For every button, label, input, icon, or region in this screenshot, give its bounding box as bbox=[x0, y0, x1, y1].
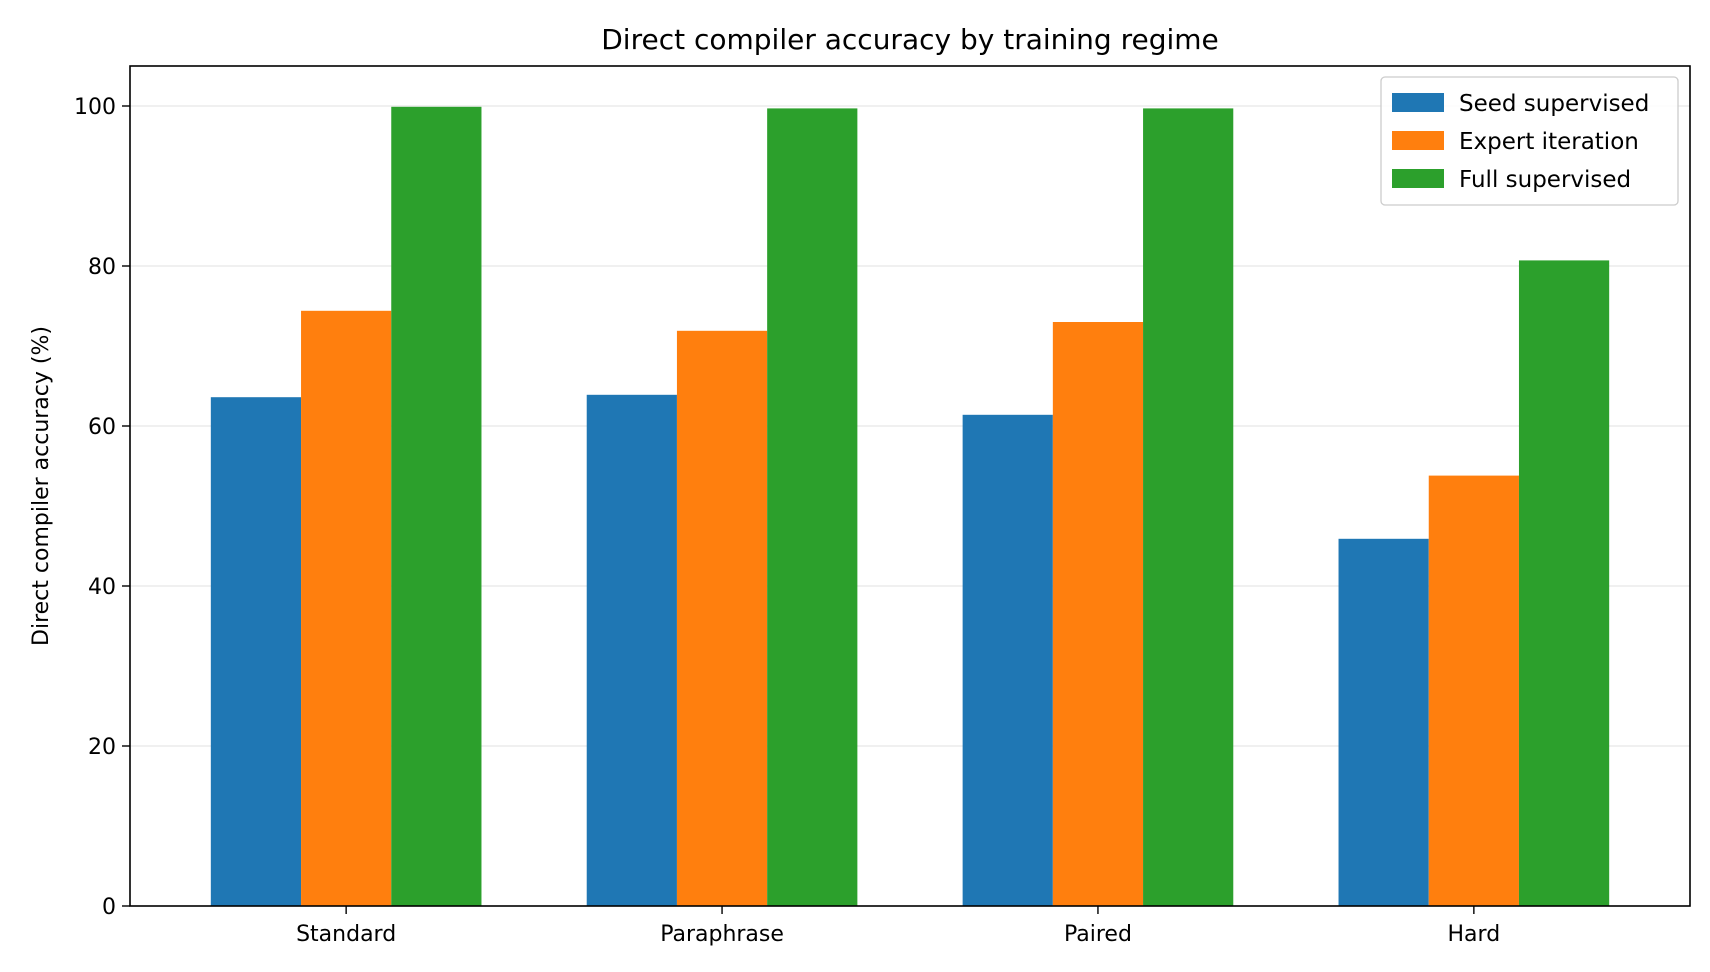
y-axis-label: Direct compiler accuracy (%) bbox=[29, 326, 54, 646]
bars bbox=[210, 106, 1610, 907]
x-tick-label: Hard bbox=[1448, 922, 1501, 947]
legend-label: Expert iteration bbox=[1459, 129, 1639, 155]
bar-expert-iteration-paired bbox=[1052, 322, 1144, 906]
bar-seed-supervised-standard bbox=[210, 397, 302, 906]
bar-seed-supervised-hard bbox=[1338, 538, 1429, 906]
y-tick-label: 100 bbox=[74, 95, 116, 120]
y-tick-label: 20 bbox=[88, 735, 116, 760]
bar-full-supervised-paired bbox=[1143, 108, 1234, 906]
legend-label: Seed supervised bbox=[1459, 91, 1649, 117]
y-axis: 0 20 40 60 80 100 bbox=[74, 95, 130, 920]
bar-full-supervised-paraphrase bbox=[767, 108, 858, 906]
bar-full-supervised-standard bbox=[391, 106, 482, 907]
bar-expert-iteration-paraphrase bbox=[676, 330, 768, 906]
bar-expert-iteration-standard bbox=[301, 310, 392, 906]
x-tick-label: Paraphrase bbox=[660, 922, 784, 947]
legend-swatch bbox=[1392, 131, 1444, 150]
bar-seed-supervised-paired bbox=[962, 414, 1053, 906]
chart-title: Direct compiler accuracy by training reg… bbox=[601, 23, 1219, 56]
y-tick-label: 40 bbox=[88, 575, 116, 600]
legend-swatch bbox=[1392, 169, 1444, 188]
legend: Seed supervised Expert iteration Full supe… bbox=[1380, 76, 1679, 206]
x-tick-label: Standard bbox=[296, 922, 396, 947]
legend-swatch bbox=[1392, 93, 1444, 112]
bar-expert-iteration-hard bbox=[1428, 475, 1519, 906]
plot-frame bbox=[129, 65, 1691, 907]
bar-full-supervised-hard bbox=[1518, 260, 1610, 906]
y-tick-label: 60 bbox=[88, 415, 116, 440]
x-axis: Standard Paraphrase Paired Hard bbox=[296, 906, 1500, 947]
y-tick-label: 0 bbox=[102, 895, 116, 920]
legend-box bbox=[1380, 76, 1679, 206]
x-tick-label: Paired bbox=[1064, 922, 1132, 947]
bar-seed-supervised-paraphrase bbox=[586, 394, 677, 906]
legend-label: Full supervised bbox=[1459, 167, 1631, 193]
y-tick-label: 80 bbox=[88, 255, 116, 280]
